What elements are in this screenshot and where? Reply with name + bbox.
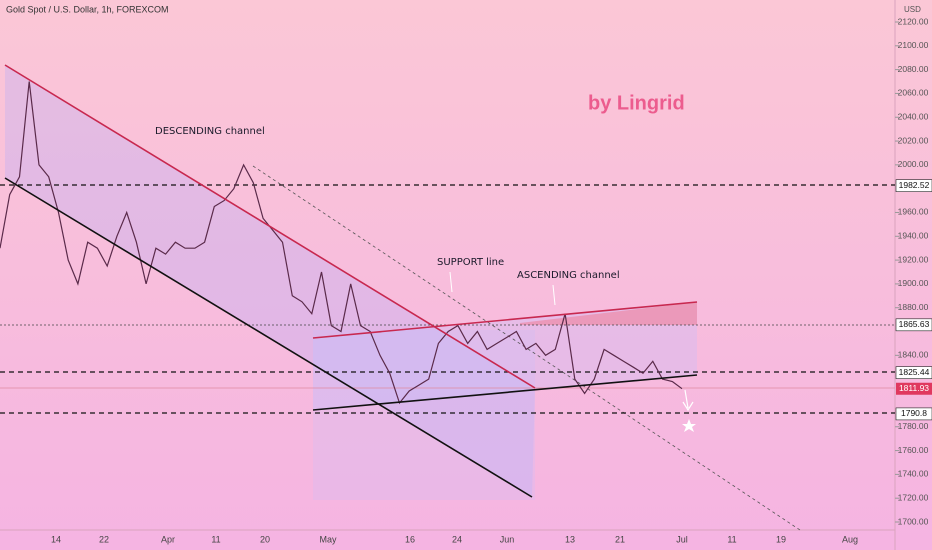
- price-label-box: [895, 318, 932, 332]
- y-tick-label: 1760.00: [898, 445, 929, 455]
- asc-lower: [312, 374, 698, 411]
- y-tick-label: 1880.00: [898, 302, 929, 312]
- x-tick-label: 20: [260, 534, 270, 544]
- y-tick-label: 2120.00: [898, 16, 929, 26]
- asc-upper: [312, 301, 698, 339]
- x-tick-label: Jun: [500, 534, 515, 544]
- y-tick-label: 1900.00: [898, 278, 929, 288]
- annotation: SUPPORT line: [437, 257, 504, 268]
- price-label-box: [895, 407, 932, 421]
- x-tick-label: 11: [211, 534, 220, 544]
- price-line: [0, 81, 683, 405]
- price-label-box: [895, 179, 932, 192]
- x-tick-label: 22: [99, 534, 109, 544]
- star: [682, 419, 696, 432]
- x-tick-label: Jul: [676, 534, 688, 544]
- channel-lower: [4, 177, 533, 498]
- y-tick-label: 2020.00: [898, 135, 929, 145]
- x-tick-label: 16: [405, 534, 415, 544]
- y-tick-label: 1720.00: [898, 492, 929, 502]
- y-tick-label: 1840.00: [898, 350, 929, 360]
- channel-upper: [4, 64, 536, 389]
- price-label: 1825.44: [899, 367, 930, 377]
- y-axis-label: USD: [904, 5, 921, 14]
- chart-title: Gold Spot / U.S. Dollar, 1h, FOREXCOM: [6, 4, 169, 14]
- y-tick-label: 1920.00: [898, 254, 929, 264]
- price-label-box: [896, 382, 932, 395]
- y-tick-label: 2000.00: [898, 159, 929, 169]
- price-label: 1982.52: [899, 180, 930, 190]
- y-tick-label: 2040.00: [898, 111, 929, 121]
- price-label: 1790.8: [901, 408, 927, 418]
- resistance-fill: [520, 302, 697, 325]
- x-tick-label: 24: [452, 534, 462, 544]
- arrow: [552, 284, 556, 306]
- y-tick-label: 1780.00: [898, 421, 929, 431]
- x-tick-label: 19: [776, 534, 786, 544]
- y-tick-label: 1700.00: [898, 516, 929, 526]
- zone-fill: [313, 330, 535, 500]
- descending-fill: [5, 65, 535, 497]
- x-tick-label: 13: [565, 534, 575, 544]
- arrow: [682, 389, 694, 412]
- x-tick-label: May: [319, 534, 337, 544]
- y-tick-label: 1960.00: [898, 207, 929, 217]
- x-tick-label: 11: [727, 534, 736, 544]
- arrow: [449, 271, 453, 293]
- annotation: DESCENDING channel: [155, 126, 265, 137]
- y-tick-label: 1740.00: [898, 469, 929, 479]
- price-label: 1865.63: [899, 319, 930, 329]
- x-tick-label: Aug: [842, 534, 858, 544]
- annotation: ASCENDING channel: [517, 270, 620, 281]
- series-layer: [0, 81, 683, 405]
- y-tick-label: 2080.00: [898, 64, 929, 74]
- x-tick-label: Apr: [161, 534, 175, 544]
- x-tick-label: 21: [615, 534, 625, 544]
- price-label: 1811.93: [899, 383, 929, 393]
- watermark: by Lingrid: [588, 92, 685, 114]
- support-line: [252, 165, 801, 531]
- price-label-box: [895, 366, 932, 379]
- x-tick-label: 14: [51, 534, 61, 544]
- y-tick-label: 1940.00: [898, 231, 929, 241]
- y-tick-label: 2100.00: [898, 40, 929, 50]
- y-tick-label: 2060.00: [898, 88, 929, 98]
